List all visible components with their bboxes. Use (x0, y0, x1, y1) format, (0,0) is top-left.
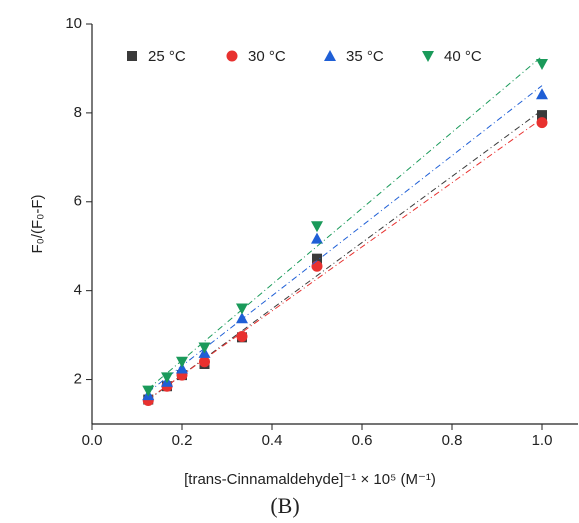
legend-label: 40 °C (444, 48, 482, 65)
fit-line (147, 55, 543, 390)
marker (312, 253, 322, 264)
x-tick-label: 0.8 (442, 432, 463, 449)
marker (142, 385, 155, 397)
marker (537, 110, 547, 121)
marker (161, 372, 174, 384)
x-tick-label: 0.0 (82, 432, 103, 449)
marker (176, 356, 188, 368)
marker (422, 51, 434, 62)
marker (324, 50, 336, 61)
y-tick-label: 4 (74, 282, 82, 299)
marker (236, 330, 248, 342)
marker (127, 51, 137, 61)
y-tick-label: 6 (74, 193, 82, 210)
fit-line (147, 118, 543, 400)
y-tick-label: 10 (65, 15, 82, 32)
marker (311, 260, 323, 272)
x-tick-label: 1.0 (532, 432, 553, 449)
marker (311, 232, 323, 244)
marker (198, 342, 211, 354)
x-tick-label: 0.4 (262, 432, 283, 449)
legend-label: 25 °C (148, 48, 186, 65)
y-tick-label: 8 (74, 104, 82, 121)
marker (536, 59, 548, 70)
marker (536, 117, 548, 129)
legend-label: 30 °C (248, 48, 286, 65)
marker (311, 221, 323, 233)
marker (199, 356, 210, 368)
y-tick-label: 2 (74, 371, 82, 388)
marker (235, 312, 248, 324)
x-tick-label: 0.2 (172, 432, 193, 449)
x-axis-title: [trans-Cinnamaldehyde]⁻¹ × 10⁵ (M⁻¹) (184, 471, 436, 488)
x-tick-label: 0.6 (352, 432, 373, 449)
marker (235, 303, 248, 315)
marker (536, 88, 548, 100)
marker (176, 362, 188, 374)
fit-line (147, 109, 543, 401)
y-axis-title: F₀/(F₀-F) (29, 194, 46, 253)
fit-line (147, 85, 543, 393)
marker (226, 50, 238, 62)
legend-label: 35 °C (346, 48, 384, 65)
caption: (B) (270, 493, 299, 518)
